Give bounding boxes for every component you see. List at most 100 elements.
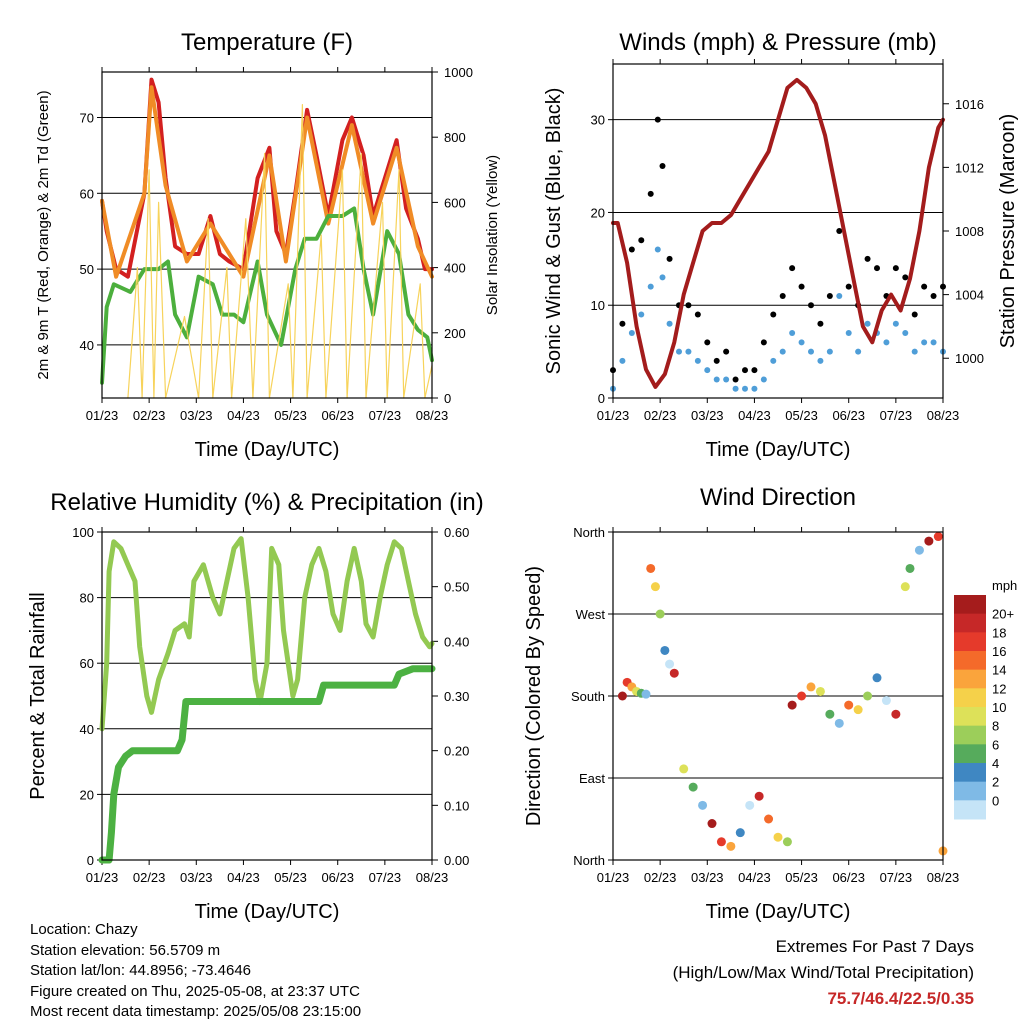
legend-label: 16 bbox=[992, 644, 1006, 659]
y-tick-label-right: 0.00 bbox=[444, 853, 469, 868]
series-line bbox=[127, 104, 433, 399]
direction-point bbox=[646, 563, 656, 573]
data-point bbox=[704, 339, 711, 346]
x-tick-label: 02/23 bbox=[644, 408, 677, 423]
x-tick-label: 04/23 bbox=[738, 870, 771, 885]
legend-title: mph bbox=[992, 578, 1017, 593]
direction-point bbox=[844, 700, 854, 710]
x-tick-label: 07/23 bbox=[880, 870, 913, 885]
data-point bbox=[676, 348, 682, 355]
legend-swatch bbox=[954, 669, 986, 689]
direction-point bbox=[863, 691, 873, 701]
direction-point bbox=[924, 536, 934, 546]
direction-point bbox=[707, 819, 717, 829]
direction-point bbox=[900, 582, 910, 592]
y-axis-label: 2m & 9m T (Red, Orange) & 2m Td (Green) bbox=[35, 90, 52, 379]
direction-point bbox=[617, 691, 627, 701]
direction-point bbox=[797, 691, 807, 701]
data-point bbox=[685, 348, 692, 355]
x-tick-label: 04/23 bbox=[738, 408, 771, 423]
legend-label: 8 bbox=[992, 719, 999, 734]
legend-swatch bbox=[954, 595, 986, 615]
direction-point bbox=[905, 563, 915, 573]
speed-colorbar-legend: mph 20+ 18 16 14 12 10 8 6 4 2 0 bbox=[954, 578, 1017, 820]
station-latlon: Station lat/lon: 44.8956; -73.4646 bbox=[30, 962, 252, 979]
data-point bbox=[911, 311, 918, 318]
direction-point bbox=[665, 659, 675, 669]
data-point bbox=[619, 320, 626, 327]
x-tick-label: 06/23 bbox=[832, 870, 865, 885]
direction-point bbox=[872, 673, 882, 683]
series-points bbox=[610, 116, 946, 383]
y-tick-label-right: 800 bbox=[444, 130, 466, 145]
series-line bbox=[99, 536, 435, 732]
direction-point bbox=[853, 705, 863, 715]
x-tick-label: 08/23 bbox=[927, 408, 960, 423]
y-tick-label-right: 0.40 bbox=[444, 634, 469, 649]
data-point bbox=[723, 348, 730, 355]
x-tick-label: 07/23 bbox=[369, 408, 402, 423]
x-tick-label: 03/23 bbox=[691, 408, 724, 423]
data-point bbox=[751, 385, 758, 392]
data-point bbox=[694, 357, 701, 364]
y-tick-label: 100 bbox=[72, 525, 94, 540]
y-tick-label: 20 bbox=[591, 205, 605, 220]
y-tick-label: 50 bbox=[80, 262, 94, 277]
legend-label: 2 bbox=[992, 775, 999, 790]
plot-frame bbox=[101, 531, 433, 861]
direction-point bbox=[815, 686, 825, 696]
legend-swatch bbox=[954, 613, 986, 633]
data-point bbox=[638, 311, 645, 318]
direction-series bbox=[617, 677, 651, 701]
panel-title: Wind Direction bbox=[700, 484, 856, 511]
direction-point bbox=[891, 709, 901, 719]
data-point bbox=[751, 367, 758, 374]
panel-title: Relative Humidity (%) & Precipitation (i… bbox=[50, 489, 483, 516]
data-point bbox=[817, 357, 824, 364]
data-point bbox=[817, 320, 824, 327]
data-point bbox=[789, 265, 796, 272]
legend-label: 12 bbox=[992, 681, 1006, 696]
y-tick-label-right: 1000 bbox=[955, 351, 984, 366]
series-line bbox=[98, 665, 436, 864]
data-point bbox=[826, 292, 833, 299]
x-tick-label: 03/23 bbox=[180, 408, 213, 423]
data-point bbox=[694, 311, 701, 318]
data-point bbox=[647, 283, 654, 290]
direction-point bbox=[735, 828, 745, 838]
y-axis-label: Percent & Total Rainfall bbox=[27, 592, 49, 800]
direction-point bbox=[825, 709, 835, 719]
data-point bbox=[659, 163, 666, 170]
x-tick-label: 04/23 bbox=[227, 870, 260, 885]
legend-swatch bbox=[954, 763, 986, 783]
y-axis-label-right: Station Pressure (Maroon) bbox=[997, 114, 1019, 349]
y-tick-label: East bbox=[579, 771, 605, 786]
x-tick-label: 02/23 bbox=[133, 870, 166, 885]
direction-series bbox=[735, 791, 792, 847]
direction-point bbox=[669, 668, 679, 678]
y-tick-label-right: 0.60 bbox=[444, 525, 469, 540]
wind-direction-panel: Wind Direction Time (Day/UTC) Direction (C… bbox=[523, 484, 959, 923]
y-axis-label: Direction (Colored By Speed) bbox=[523, 566, 545, 826]
legend-label: 10 bbox=[992, 700, 1006, 715]
direction-point bbox=[655, 609, 665, 619]
direction-series bbox=[844, 673, 901, 719]
data-point bbox=[808, 348, 814, 355]
legend-swatch bbox=[954, 744, 986, 764]
series-line bbox=[100, 206, 434, 385]
y-tick-label: 40 bbox=[80, 338, 94, 353]
x-axis-label: Time (Day/UTC) bbox=[195, 439, 340, 461]
station-location: Location: Chazy bbox=[30, 921, 138, 938]
data-point bbox=[798, 283, 805, 290]
humidity-precip-panel: Relative Humidity (%) & Precipitation (i… bbox=[27, 489, 484, 923]
y-tick-label: North bbox=[573, 853, 605, 868]
data-point bbox=[902, 330, 909, 337]
y-tick-label-right: 0 bbox=[444, 391, 451, 406]
direction-point bbox=[806, 682, 816, 692]
data-point bbox=[864, 255, 871, 262]
x-axis-label: Time (Day/UTC) bbox=[706, 901, 851, 923]
direction-point bbox=[688, 782, 698, 792]
data-point bbox=[685, 302, 692, 309]
data-point bbox=[902, 274, 909, 281]
y-tick-label-right: 1016 bbox=[955, 97, 984, 112]
